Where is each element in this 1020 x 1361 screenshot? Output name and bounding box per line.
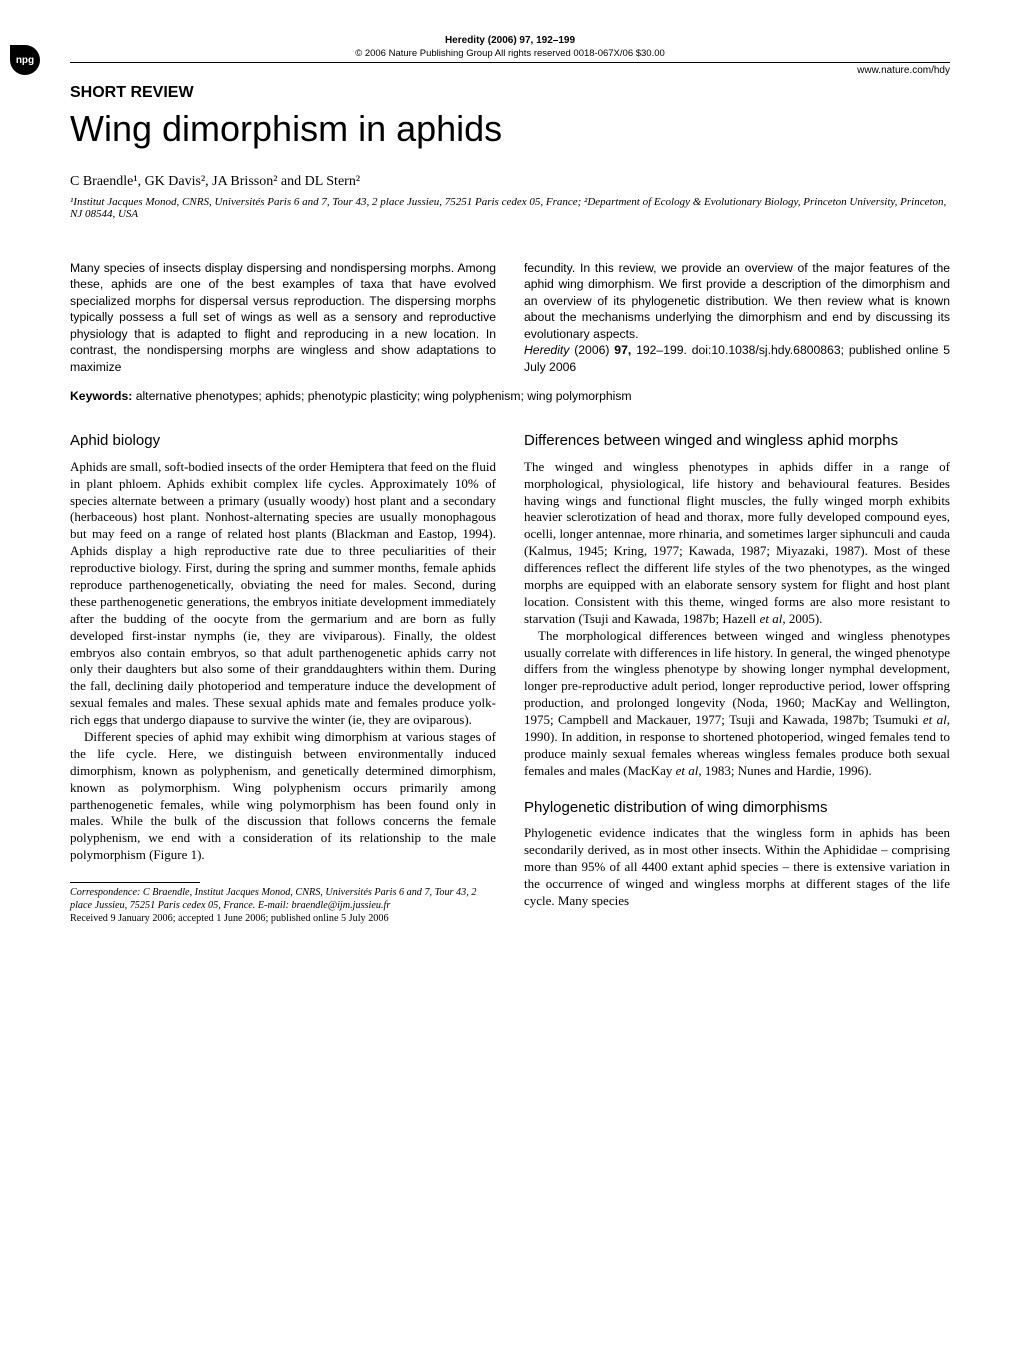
article-type-label: SHORT REVIEW — [70, 84, 950, 102]
website-url: www.nature.com/hdy — [70, 65, 950, 76]
section-heading-phylogenetic: Phylogenetic distribution of wing dimorp… — [524, 798, 950, 818]
body-paragraph: The morphological differences between wi… — [524, 628, 950, 780]
body-paragraph: The winged and wingless phenotypes in ap… — [524, 459, 950, 628]
keywords-label: Keywords: — [70, 389, 132, 403]
footnote-rule — [70, 882, 200, 883]
received-text: Received 9 January 2006; accepted 1 June… — [70, 913, 389, 924]
publisher-logo: npg — [10, 45, 40, 75]
keywords-text: alternative phenotypes; aphids; phenotyp… — [132, 389, 631, 403]
copyright-line: © 2006 Nature Publishing Group All right… — [70, 48, 950, 59]
abstract-right-text: fecundity. In this review, we provide an… — [524, 261, 950, 341]
keywords-line: Keywords: alternative phenotypes; aphids… — [70, 389, 950, 403]
author-affiliations: ¹Institut Jacques Monod, CNRS, Universit… — [70, 196, 950, 220]
section-heading-differences: Differences between winged and wingless … — [524, 431, 950, 451]
author-list: C Braendle¹, GK Davis², JA Brisson² and … — [70, 174, 950, 190]
abstract-right-column: fecundity. In this review, we provide an… — [524, 260, 950, 375]
header-block: Heredity (2006) 97, 192–199 © 2006 Natur… — [70, 35, 950, 76]
main-two-column-content: Aphid biology Aphids are small, soft-bod… — [70, 431, 950, 925]
abstract-citation: Heredity (2006) 97, 192–199. doi:10.1038… — [524, 343, 950, 373]
header-rule — [70, 62, 950, 63]
journal-reference: Heredity (2006) 97, 192–199 — [70, 35, 950, 46]
page: npg Heredity (2006) 97, 192–199 © 2006 N… — [0, 0, 1020, 965]
body-paragraph: Different species of aphid may exhibit w… — [70, 729, 496, 864]
abstract-left-column: Many species of insects display dispersi… — [70, 260, 496, 375]
article-title: Wing dimorphism in aphids — [70, 108, 950, 150]
abstract-block: Many species of insects display dispersi… — [70, 260, 950, 375]
received-footnote: Received 9 January 2006; accepted 1 June… — [70, 913, 496, 926]
left-column: Aphid biology Aphids are small, soft-bod… — [70, 431, 496, 925]
right-column: Differences between winged and wingless … — [524, 431, 950, 925]
body-paragraph: Phylogenetic evidence indicates that the… — [524, 825, 950, 909]
body-paragraph: Aphids are small, soft-bodied insects of… — [70, 459, 496, 729]
section-heading-aphid-biology: Aphid biology — [70, 431, 496, 451]
correspondence-footnote: Correspondence: C Braendle, Institut Jac… — [70, 887, 496, 913]
